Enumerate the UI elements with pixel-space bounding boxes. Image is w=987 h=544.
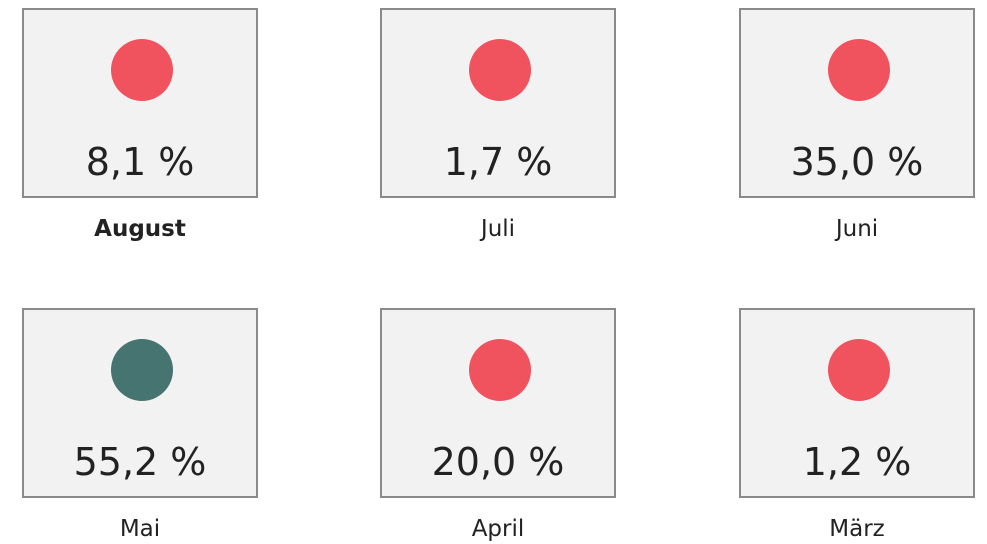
- tile-box: 55,2 %: [22, 308, 258, 498]
- tile-value: 55,2 %: [73, 440, 207, 484]
- month-tile[interactable]: 1,7 % Juli: [380, 8, 616, 244]
- tile-value: 1,7 %: [443, 140, 553, 184]
- month-tile[interactable]: 20,0 % April: [380, 308, 616, 544]
- tile-box: 35,0 %: [739, 8, 975, 198]
- tile-box: 20,0 %: [380, 308, 616, 498]
- status-dot: [111, 339, 173, 401]
- tile-label: März: [829, 516, 885, 542]
- tile-value: 1,2 %: [802, 440, 912, 484]
- tile-label: Mai: [119, 516, 161, 542]
- month-tile[interactable]: 1,2 % März: [739, 308, 975, 544]
- tile-label: Juni: [835, 216, 879, 242]
- tile-box: 1,2 %: [739, 308, 975, 498]
- tile-label: Juli: [480, 216, 516, 242]
- tile-label: August: [94, 216, 186, 242]
- month-tile[interactable]: 35,0 % Juni: [739, 8, 975, 244]
- month-tile[interactable]: 55,2 % Mai: [22, 308, 258, 544]
- month-tile[interactable]: 8,1 % August: [22, 8, 258, 244]
- status-dot: [111, 39, 173, 101]
- status-dot: [469, 39, 531, 101]
- tile-value: 8,1 %: [85, 140, 195, 184]
- tile-box: 1,7 %: [380, 8, 616, 198]
- tile-box: 8,1 %: [22, 8, 258, 198]
- tile-label: April: [471, 516, 525, 542]
- status-dot: [828, 39, 890, 101]
- tile-value: 20,0 %: [431, 440, 565, 484]
- status-dot: [469, 339, 531, 401]
- tile-value: 35,0 %: [790, 140, 924, 184]
- status-dot: [828, 339, 890, 401]
